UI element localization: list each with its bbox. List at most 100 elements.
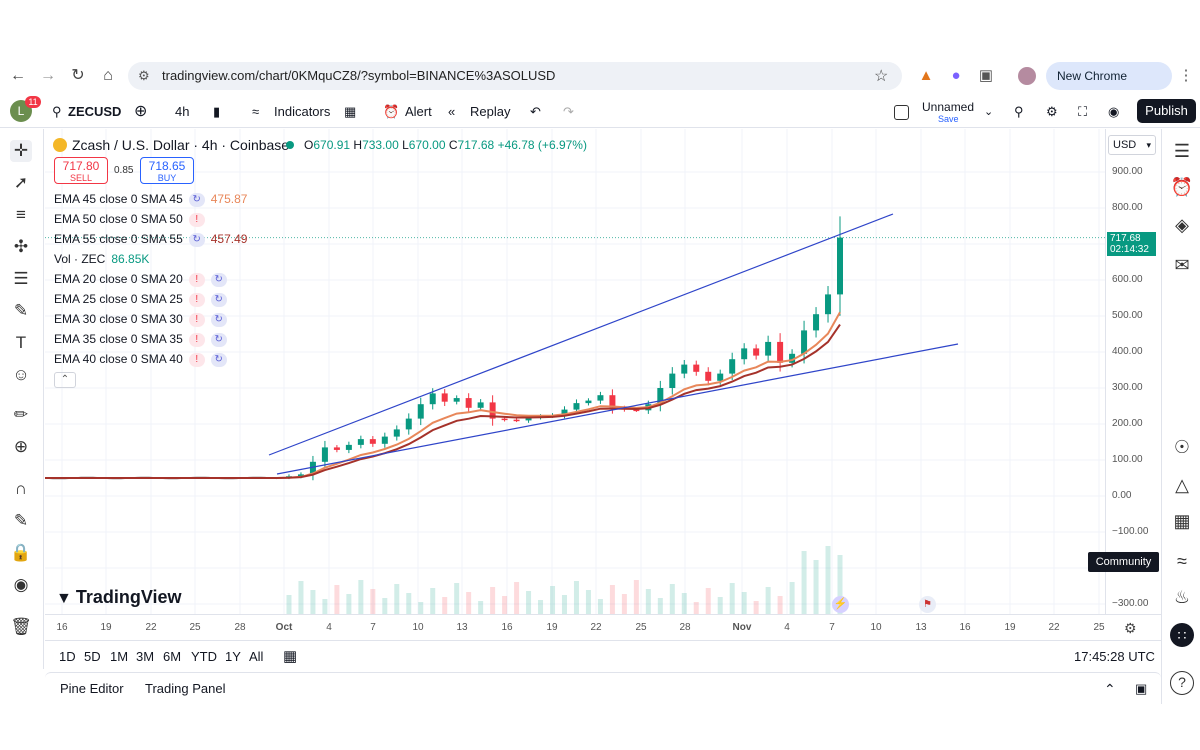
- trash-icon[interactable]: 🗑: [10, 617, 32, 636]
- reload-icon[interactable]: ↻: [71, 67, 85, 84]
- publish-button[interactable]: Publish: [1137, 99, 1196, 123]
- calendar-icon[interactable]: ▦: [1173, 511, 1191, 531]
- fullscreen-icon[interactable]: ⛶: [1078, 104, 1088, 119]
- compare-symbol-icon[interactable]: ⊕: [134, 103, 148, 120]
- screenshot-camera-icon[interactable]: ◉: [1108, 104, 1120, 119]
- notifications-bell-icon[interactable]: ♨: [1173, 587, 1191, 607]
- undo-icon[interactable]: ↶: [530, 104, 541, 119]
- recalculate-cycle-icon[interactable]: ↻: [210, 272, 227, 287]
- hotlists-target-icon[interactable]: ☉: [1173, 437, 1191, 457]
- layout-checkbox[interactable]: [894, 105, 909, 120]
- layout-name[interactable]: Unnamed: [922, 100, 975, 114]
- bookmark-star-icon[interactable]: ☆: [874, 68, 889, 85]
- range-button-all[interactable]: All: [249, 649, 264, 664]
- chrome-menu-icon[interactable]: ⋮: [1178, 67, 1194, 84]
- recalculate-cycle-icon[interactable]: ↻: [210, 312, 227, 327]
- address-bar[interactable]: ⚙ tradingview.com/chart/0KMquCZ8/?symbol…: [128, 62, 902, 90]
- community-feed-icon[interactable]: ≈: [1177, 551, 1187, 571]
- indicator-row[interactable]: EMA 45 close 0 SMA 45 ↻ 475.87: [54, 191, 247, 207]
- buy-button[interactable]: 718.65 BUY: [140, 157, 194, 184]
- warning-badge-icon[interactable]: !: [188, 292, 205, 307]
- date-range-calendar-icon[interactable]: ▦: [283, 648, 298, 665]
- warning-badge-icon[interactable]: !: [188, 272, 205, 287]
- layout-dropdown-chevron-icon[interactable]: ⌄: [984, 106, 994, 118]
- interval-button[interactable]: 4h: [175, 104, 190, 119]
- recalculate-cycle-icon[interactable]: ↻: [210, 352, 227, 367]
- indicator-row[interactable]: EMA 25 close 0 SMA 25! ↻: [54, 291, 233, 307]
- recalculate-cycle-icon[interactable]: ↻: [188, 232, 205, 247]
- extension-icon[interactable]: ●: [951, 67, 961, 84]
- warning-badge-icon[interactable]: !: [188, 212, 205, 227]
- replay-icon[interactable]: «: [448, 104, 456, 119]
- layouts-icon[interactable]: ▦: [344, 104, 357, 119]
- sell-button[interactable]: 717.80 SELL: [54, 157, 108, 184]
- indicator-row[interactable]: EMA 30 close 0 SMA 30! ↻: [54, 311, 233, 327]
- new-chrome-available-button[interactable]: New Chrome available: [1046, 62, 1172, 111]
- tab-pine-editor[interactable]: Pine Editor: [60, 681, 124, 696]
- alert-button[interactable]: Alert: [405, 104, 432, 119]
- pattern-icon[interactable]: ✣: [13, 237, 29, 256]
- metamask-extension-icon[interactable]: ▲: [918, 67, 934, 84]
- extensions-puzzle-icon[interactable]: ▣: [978, 67, 994, 84]
- home-icon[interactable]: ⌂: [103, 67, 113, 84]
- text-tool-icon[interactable]: T: [15, 333, 27, 352]
- fib-tool-icon[interactable]: ☰: [13, 269, 29, 288]
- currency-select[interactable]: USD ▾: [1108, 135, 1156, 155]
- alert-icon[interactable]: ⏰: [383, 104, 400, 119]
- ideas-triangle-icon[interactable]: △: [1175, 475, 1189, 495]
- site-settings-icon[interactable]: ⚙: [138, 68, 150, 83]
- warning-badge-icon[interactable]: !: [188, 312, 205, 327]
- indicator-row[interactable]: EMA 35 close 0 SMA 35! ↻: [54, 331, 233, 347]
- quick-search-icon[interactable]: ⚲: [1014, 104, 1024, 119]
- range-button-5d[interactable]: 5D: [84, 649, 101, 664]
- alerts-clock-icon[interactable]: ⏰: [1170, 177, 1194, 197]
- panel-expand-chevron-icon[interactable]: ⌃: [1104, 681, 1116, 697]
- replay-button[interactable]: Replay: [470, 104, 511, 119]
- indicator-row[interactable]: EMA 50 close 0 SMA 50!: [54, 211, 211, 227]
- forward-icon[interactable]: →: [40, 67, 56, 84]
- event-marker-icon[interactable]: ⚡: [832, 596, 849, 613]
- zoom-in-icon[interactable]: ⊕: [13, 437, 29, 456]
- draw-lock-icon[interactable]: ✎: [13, 511, 29, 530]
- range-button-ytd[interactable]: YTD: [191, 649, 217, 664]
- range-button-1m[interactable]: 1M: [110, 649, 129, 664]
- recalculate-cycle-icon[interactable]: ↻: [188, 192, 205, 207]
- settings-icon[interactable]: ⚙: [1046, 104, 1058, 119]
- trendline-icon[interactable]: ➚: [13, 173, 29, 192]
- price-scale[interactable]: 900.00800.00700.00600.00500.00400.00300.…: [1105, 129, 1161, 614]
- magnet-icon[interactable]: ∩: [14, 479, 28, 498]
- symbol-search-icon[interactable]: ⚲: [52, 104, 62, 119]
- ruler-icon[interactable]: ✏: [13, 405, 29, 424]
- emoji-icon[interactable]: ☺: [12, 365, 30, 384]
- range-button-1d[interactable]: 1D: [59, 649, 76, 664]
- indicator-row[interactable]: Vol · ZEC 86.85K: [54, 251, 149, 267]
- utc-clock[interactable]: 17:45:28 UTC: [1074, 649, 1155, 664]
- brush-icon[interactable]: ✎: [13, 301, 29, 320]
- recalculate-cycle-icon[interactable]: ↻: [210, 292, 227, 307]
- chat-icon[interactable]: ✉: [1174, 255, 1190, 275]
- horizontal-lines-icon[interactable]: ≡: [16, 205, 26, 224]
- symbol-search-button[interactable]: ZECUSD: [68, 104, 122, 119]
- price-chart-svg[interactable]: [44, 129, 1105, 614]
- indicator-row[interactable]: EMA 20 close 0 SMA 20! ↻: [54, 271, 233, 287]
- panel-maximize-icon[interactable]: ▣: [1135, 681, 1148, 696]
- range-button-6m[interactable]: 6M: [163, 649, 182, 664]
- lock-icon[interactable]: 🔒: [10, 543, 32, 562]
- watchlist-icon[interactable]: ☰: [1173, 141, 1191, 161]
- chart-pane[interactable]: [44, 129, 1105, 614]
- range-button-3m[interactable]: 3M: [136, 649, 155, 664]
- crosshair-icon[interactable]: ✛: [10, 140, 32, 162]
- indicators-button[interactable]: Indicators: [274, 104, 331, 119]
- warning-badge-icon[interactable]: !: [188, 352, 205, 367]
- redo-icon[interactable]: ↷: [563, 104, 574, 119]
- tab-trading-panel[interactable]: Trading Panel: [145, 681, 226, 696]
- time-scale[interactable]: 16 19 22 25 28 Oct 4 7 10 13 16 19 22 25 28 Nov 4 7 10 13 16…: [45, 614, 1161, 640]
- save-label[interactable]: Save: [938, 114, 959, 124]
- back-icon[interactable]: ←: [10, 67, 26, 84]
- chart-type-icon[interactable]: ▮: [213, 104, 221, 119]
- recalculate-cycle-icon[interactable]: ↻: [210, 332, 227, 347]
- indicator-row[interactable]: EMA 55 close 0 SMA 55 ↻ 457.49: [54, 231, 247, 247]
- chart-settings-gear-icon[interactable]: ⚙: [1124, 620, 1137, 636]
- visibility-eye-icon[interactable]: ◉: [13, 575, 29, 594]
- range-button-1y[interactable]: 1Y: [225, 649, 241, 664]
